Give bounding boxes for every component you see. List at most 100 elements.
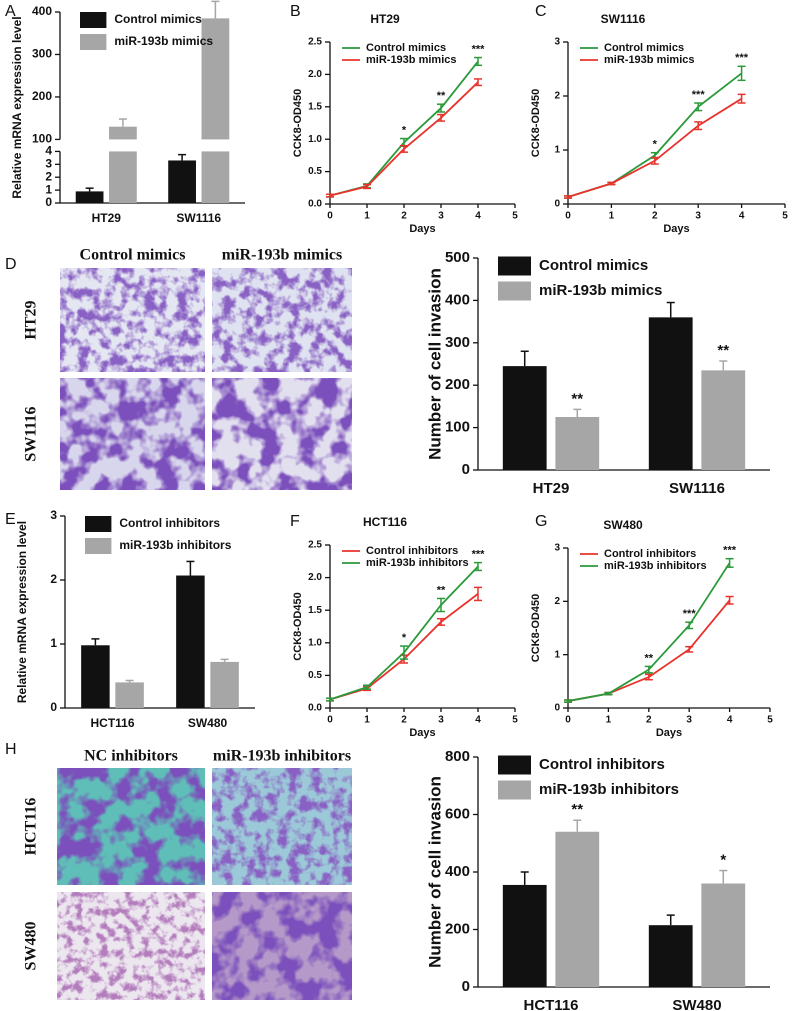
significance: ** (437, 90, 446, 102)
legend-label: miR-193b inhibitors (366, 557, 469, 569)
bar (210, 661, 239, 708)
legend-label: miR-193b mimics (366, 54, 456, 66)
x-tick-label: HCT116 (90, 716, 134, 730)
bar (75, 191, 104, 203)
legend-label: Control mimics (366, 42, 446, 54)
x-tick-label: SW480 (672, 997, 721, 1011)
legend-label: Control inhibitors (539, 756, 665, 773)
legend-label: Control inhibitors (366, 545, 458, 557)
y-axis-label: CCK8-OD450 (292, 89, 304, 157)
row-label: SW1116 (23, 406, 40, 461)
x-tick-label: 2 (646, 715, 652, 726)
panel-letter: F (290, 513, 300, 530)
y-tick-label: 0.0 (308, 703, 322, 714)
y-tick-label: 2 (50, 572, 57, 586)
legend-label: miR-193b inhibitors (604, 560, 707, 572)
significance: ** (645, 652, 654, 664)
legend-label: miR-193b inhibitors (539, 781, 679, 798)
y-tick-label: 0.5 (308, 166, 322, 177)
bar (81, 645, 110, 708)
y-tick-label: 100 (32, 132, 52, 146)
y-tick-label: 2 (45, 169, 52, 183)
legend-label: miR-193b inhibitors (119, 538, 231, 552)
column-label: miR-193b inhibitors (213, 748, 351, 765)
legend-swatch (498, 780, 531, 800)
y-tick-label: 0 (462, 461, 470, 478)
x-tick-label: 3 (438, 211, 444, 222)
significance: ** (571, 801, 583, 818)
row-label: SW480 (23, 922, 40, 971)
y-tick-label: 0 (554, 199, 560, 210)
x-tick-label: 4 (739, 211, 745, 222)
y-axis-label: Number of cell invasion (425, 268, 444, 460)
significance: ** (437, 584, 446, 596)
x-tick-label: SW480 (188, 716, 228, 730)
y-tick-label: 600 (445, 805, 470, 822)
bar (115, 682, 144, 708)
x-axis-label: Days (409, 223, 435, 235)
bar (176, 575, 205, 708)
micrograph-stain (212, 378, 352, 490)
panel-letter: D (5, 256, 17, 273)
y-tick-label: 2 (554, 596, 560, 607)
y-tick-label: 400 (32, 4, 52, 18)
micrograph-stain (212, 768, 352, 885)
chart-title: SW480 (603, 518, 643, 532)
chart-title: HCT116 (363, 515, 407, 529)
y-tick-label: 4 (45, 144, 52, 158)
significance: *** (723, 545, 737, 557)
y-tick-label: 1 (554, 145, 560, 156)
y-tick-label: 1.5 (308, 101, 322, 112)
y-tick-label: 0.5 (308, 670, 322, 681)
panel-letter: E (5, 511, 16, 528)
x-tick-label: SW1116 (176, 211, 221, 225)
significance: *** (683, 608, 697, 620)
y-tick-label: 0 (462, 978, 470, 995)
x-tick-label: 1 (606, 715, 612, 726)
x-tick-label: SW1116 (669, 480, 725, 497)
legend-swatch (85, 516, 112, 532)
x-tick-label: 2 (652, 211, 658, 222)
significance: * (653, 139, 658, 151)
y-tick-label: 1.0 (308, 134, 322, 145)
significance: * (402, 124, 407, 136)
bar (201, 18, 230, 203)
x-axis-label: Days (409, 727, 435, 739)
panel-letter: C (535, 3, 547, 20)
y-tick-label: 400 (445, 291, 470, 308)
legend-swatch (85, 538, 112, 554)
bar (555, 417, 600, 470)
y-axis-label: Relative mRNA expression level (10, 16, 24, 198)
legend-label: Control inhibitors (119, 516, 220, 530)
column-label: Control mimics (80, 247, 186, 264)
x-tick-label: 5 (782, 211, 788, 222)
y-tick-label: 3 (554, 37, 560, 48)
significance: *** (735, 52, 749, 64)
y-tick-label: 2.0 (308, 69, 322, 80)
y-axis-label: Relative mRNA expression level (15, 521, 29, 703)
legend-label: Control mimics (114, 12, 202, 26)
micrograph-stain (57, 892, 205, 1000)
legend-swatch (80, 12, 107, 28)
y-tick-label: 2 (554, 91, 560, 102)
bar (701, 883, 746, 987)
significance: * (402, 632, 407, 644)
micrograph-stain (212, 892, 352, 1000)
significance: ** (571, 390, 583, 407)
axis-break (200, 139, 231, 152)
axis-break (108, 139, 138, 152)
bar (555, 831, 600, 987)
y-tick-label: 1 (50, 636, 57, 650)
row-label: HCT116 (23, 798, 40, 856)
y-axis-label: Number of cell invasion (425, 776, 444, 968)
micrograph-stain (57, 768, 205, 885)
micrograph-stain (60, 268, 205, 372)
x-tick-label: 4 (727, 715, 733, 726)
y-tick-label: 200 (32, 89, 52, 103)
y-tick-label: 3 (50, 508, 57, 522)
significance: ** (717, 342, 729, 359)
y-tick-label: 400 (445, 863, 470, 880)
column-label: NC inhibitors (84, 748, 178, 765)
y-tick-label: 1 (554, 649, 560, 660)
